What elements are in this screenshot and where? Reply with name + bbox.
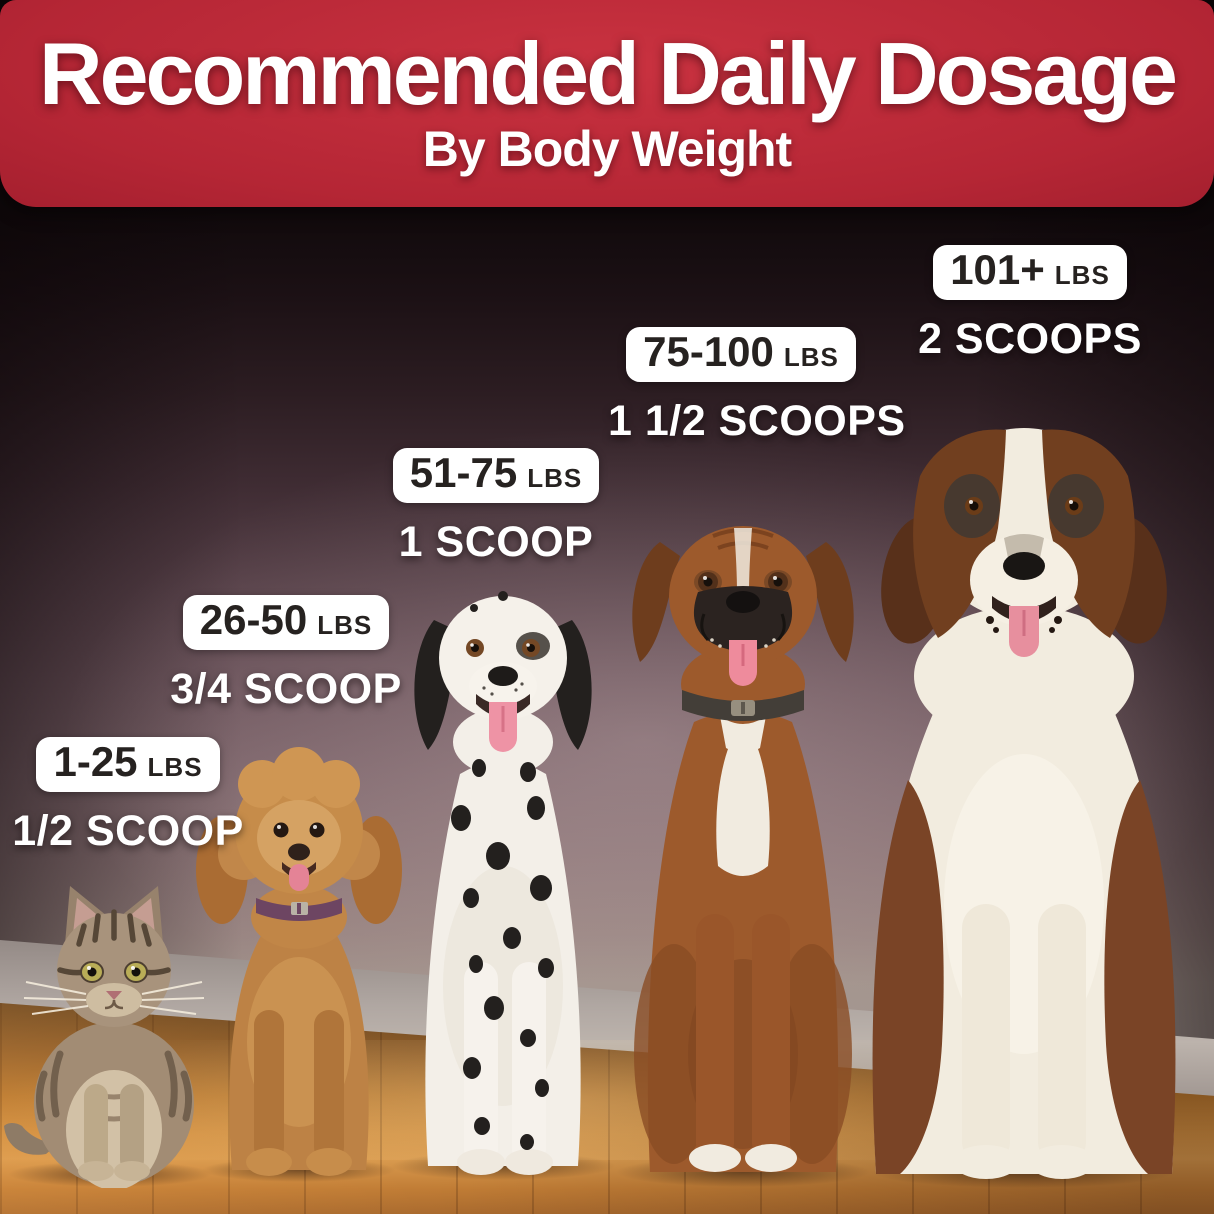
weight-unit: LBS	[527, 463, 583, 493]
poster-subtitle: By Body Weight	[422, 121, 792, 178]
dalmatian-photo	[391, 591, 615, 1180]
dosage-group-101plus: 101+ LBS 2 SCOOPS	[912, 245, 1148, 364]
weight-range: 101+	[950, 246, 1045, 293]
poster-title: Recommended Daily Dosage	[39, 23, 1178, 123]
weight-range: 26-50	[199, 596, 308, 643]
weight-range: 51-75	[409, 449, 518, 496]
dosage-group-26-50: 26-50 LBS 3/4 SCOOP	[166, 595, 406, 714]
dosage-group-75-100: 75-100 LBS 1 1/2 SCOOPS	[608, 327, 906, 446]
weight-unit: LBS	[783, 342, 839, 372]
scoop-amount: 2 SCOOPS	[918, 315, 1142, 363]
weight-range-badge: 26-50 LBS	[182, 595, 390, 650]
dosage-group-51-75: 51-75 LBS 1 SCOOP	[378, 448, 614, 567]
weight-range-badge: 1-25 LBS	[36, 737, 220, 792]
poodle-photo	[196, 747, 402, 1182]
weight-range-badge: 101+ LBS	[933, 245, 1127, 300]
header-banner: Recommended Daily Dosage By Body Weight	[0, 0, 1214, 207]
dosage-group-1-25: 1-25 LBS 1/2 SCOOP	[8, 737, 248, 856]
scoop-amount: 1 SCOOP	[398, 518, 594, 566]
weight-unit: LBS	[1054, 260, 1110, 290]
kitten-photo	[4, 886, 212, 1188]
boxer-photo	[616, 526, 870, 1187]
weight-unit: LBS	[147, 752, 203, 782]
weight-unit: LBS	[317, 610, 373, 640]
scoop-amount: 3/4 SCOOP	[170, 665, 402, 713]
weight-range-badge: 75-100 LBS	[626, 327, 856, 382]
saint-bernard-photo	[872, 428, 1176, 1188]
weight-range: 1-25	[53, 738, 138, 785]
weight-range-badge: 51-75 LBS	[392, 448, 600, 503]
scoop-amount: 1 1/2 SCOOPS	[608, 397, 906, 445]
weight-range: 75-100	[643, 328, 774, 375]
scoop-amount: 1/2 SCOOP	[12, 807, 244, 855]
